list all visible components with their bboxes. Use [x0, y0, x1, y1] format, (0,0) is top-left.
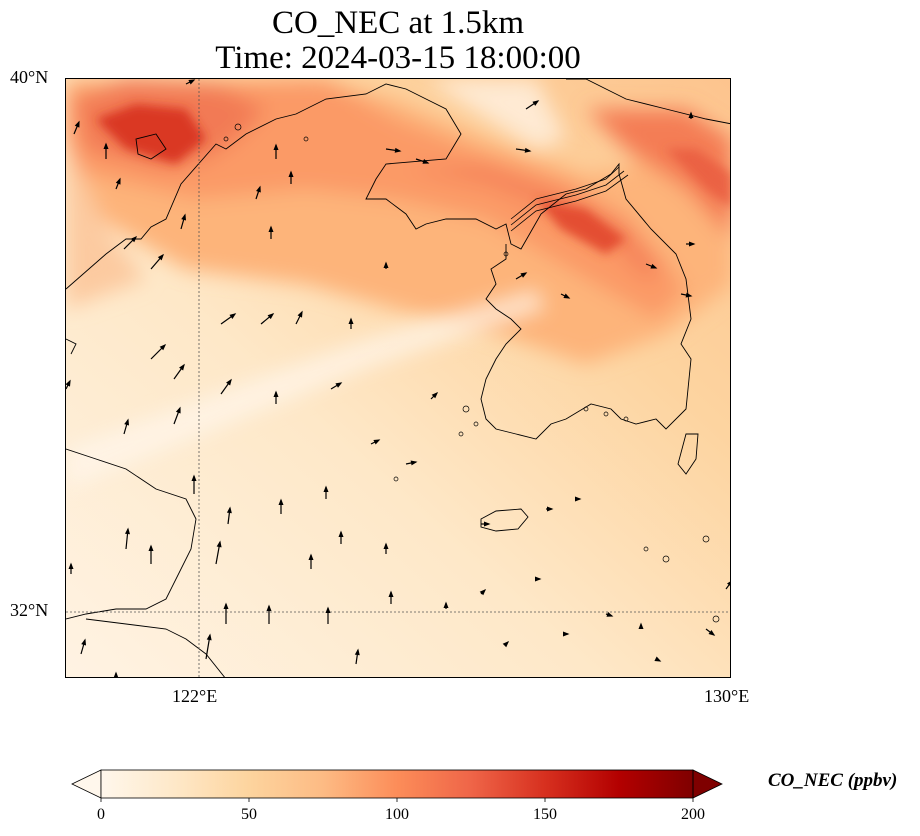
- wind-arrow-head: [431, 391, 439, 399]
- colorbar-gradient: [101, 770, 693, 798]
- colorbar-tick-100: 100: [385, 806, 409, 823]
- colorbar-tick-200: 200: [681, 806, 705, 823]
- wind-arrow-head: [394, 147, 402, 153]
- wind-arrow-head: [175, 406, 181, 414]
- wind-arrow-head: [216, 540, 222, 548]
- wind-arrow-head: [130, 235, 138, 243]
- wind-arrow-head: [520, 272, 528, 278]
- lon-label-122e: 122°E: [172, 686, 218, 706]
- wind-arrow-head: [308, 553, 314, 560]
- wind-arrow-head: [191, 474, 197, 481]
- wind-arrow-head: [638, 622, 644, 629]
- colorbar-tick-50: 50: [241, 806, 257, 823]
- wind-arrow-head: [335, 382, 343, 388]
- wind-arrow-head: [66, 379, 71, 387]
- wind-arrow-head: [157, 253, 164, 261]
- colorbar-title: CO_NEC (ppbv): [768, 770, 898, 791]
- coastlines: [66, 79, 730, 677]
- colorbar-max-extend: [692, 769, 723, 799]
- wind-vectors: [66, 79, 730, 677]
- wind-arrow-head: [223, 602, 229, 609]
- wind-arrow-head: [410, 460, 418, 466]
- colorbar-tick-0: 0: [97, 806, 105, 823]
- wind-arrow-head: [388, 590, 394, 597]
- wind-arrow-head: [348, 317, 354, 324]
- lon-label-130e: 130°E: [704, 686, 750, 706]
- wind-arrow-head: [188, 79, 196, 85]
- colorbar-tick-150: 150: [533, 806, 557, 823]
- wind-arrow-head: [524, 147, 532, 153]
- wind-arrow-head: [563, 631, 570, 637]
- wind-arrow-head: [113, 671, 119, 677]
- boundary-line: [510, 166, 629, 232]
- wind-arrow-head: [68, 562, 74, 569]
- colorbar-min-extend: [71, 769, 102, 799]
- wind-arrow-head: [689, 241, 696, 247]
- wind-arrow-head: [383, 542, 389, 549]
- wind-arrow-head: [267, 313, 275, 320]
- wind-arrow-head: [81, 638, 87, 646]
- wind-arrow-head: [266, 604, 272, 611]
- wind-arrow-head: [206, 633, 212, 641]
- wind-arrow-head: [181, 213, 187, 221]
- wind-arrow-head: [103, 142, 109, 149]
- wind-arrow-head: [354, 648, 360, 656]
- wind-arrow-head: [654, 656, 662, 662]
- wind-arrow-head: [650, 263, 658, 269]
- wind-arrow-head: [159, 343, 167, 351]
- wind-arrow-head: [535, 576, 542, 582]
- wind-arrow-head: [74, 120, 80, 128]
- wind-arrow-head: [288, 170, 294, 177]
- wind-arrow-head: [685, 292, 693, 298]
- plot-title: CO_NEC at 1.5km: [271, 5, 525, 41]
- wind-arrow-head: [727, 581, 730, 586]
- wind-arrow-head: [547, 506, 554, 512]
- wind-arrow-head: [297, 310, 303, 318]
- wind-arrow-head: [115, 177, 121, 185]
- graticule: [66, 79, 730, 677]
- wind-arrow-head: [373, 439, 381, 445]
- wind-arrow-head: [502, 640, 510, 648]
- islands: [223, 123, 720, 623]
- lat-label-40n: 40°N: [10, 67, 49, 87]
- wind-arrow-head: [708, 630, 716, 636]
- plot-subtitle-time: Time: 2024-03-15 18:00:00: [215, 40, 581, 76]
- wind-arrow-head: [422, 159, 430, 164]
- wind-arrow-head: [268, 225, 274, 232]
- wind-arrow-head: [383, 261, 389, 268]
- wind-arrow-head: [606, 612, 614, 617]
- wind-arrow-head: [125, 527, 130, 535]
- wind-arrow-head: [273, 143, 279, 150]
- wind-arrow-head: [443, 601, 449, 608]
- lat-label-32n: 32°N: [10, 600, 49, 620]
- wind-arrow-head: [479, 588, 487, 596]
- wind-arrow-head: [532, 100, 540, 106]
- wind-arrow-head: [148, 544, 154, 551]
- map-canvas: [66, 79, 730, 677]
- wind-arrow-head: [256, 185, 261, 193]
- wind-arrow-head: [325, 606, 331, 613]
- wind-arrow-head: [179, 363, 185, 371]
- wind-arrow-head: [226, 506, 232, 514]
- colorbar: [71, 769, 723, 802]
- wind-arrow-head: [226, 378, 232, 386]
- wind-arrow-head: [338, 530, 344, 537]
- wind-arrow-head: [484, 521, 491, 527]
- wind-arrow-head: [278, 498, 284, 505]
- wind-arrow-head: [575, 496, 582, 502]
- wind-arrow-head: [563, 293, 571, 299]
- wind-arrow-head: [688, 111, 694, 118]
- low-co-streak: [66, 79, 566, 489]
- wind-arrow-head: [124, 418, 130, 426]
- wind-arrow-head: [229, 313, 237, 319]
- map-panel[interactable]: [65, 78, 731, 678]
- co-plume-core: [96, 104, 730, 254]
- wind-arrow-head: [273, 390, 279, 397]
- wind-arrow-head: [323, 485, 329, 492]
